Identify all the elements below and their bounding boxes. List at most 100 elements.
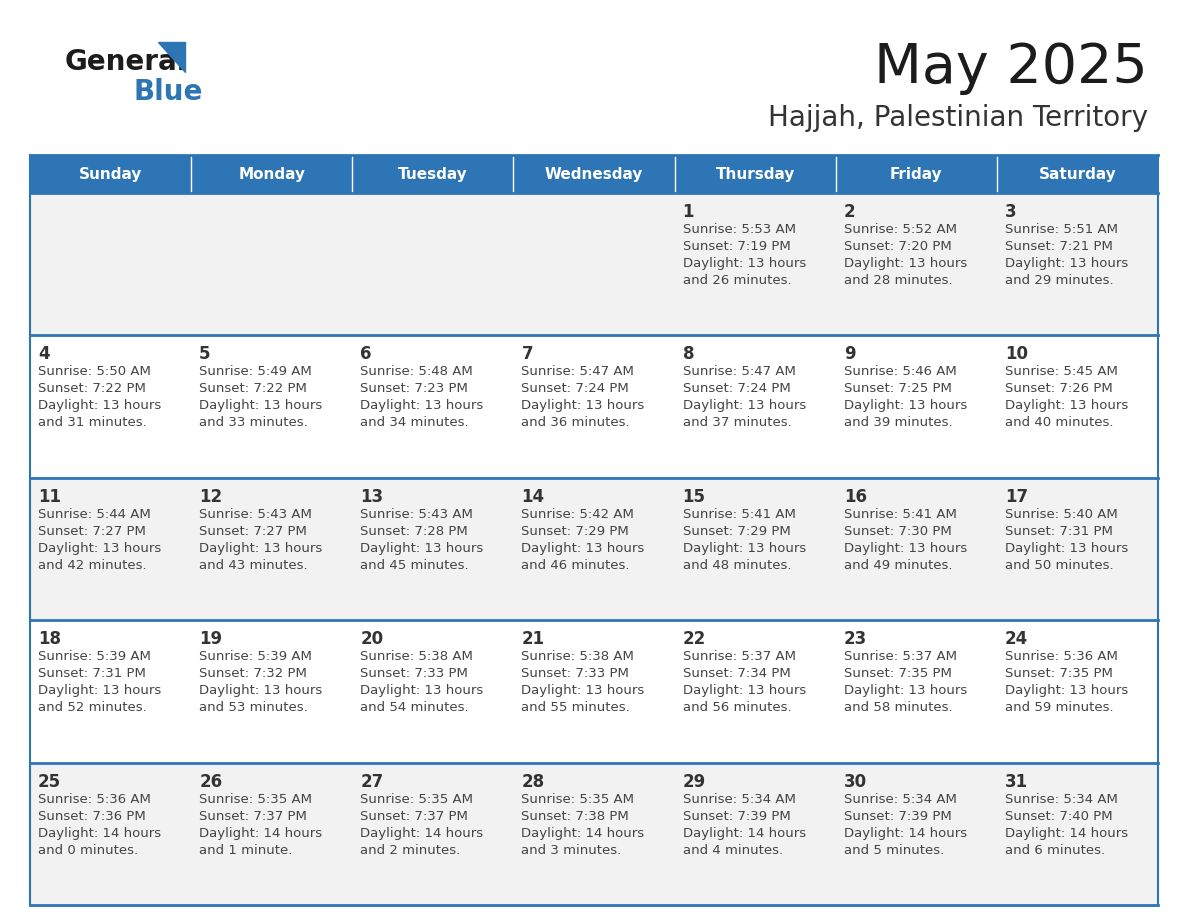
Text: Daylight: 14 hours: Daylight: 14 hours	[200, 826, 322, 840]
Text: Friday: Friday	[890, 166, 942, 182]
Text: 24: 24	[1005, 630, 1028, 648]
Text: 29: 29	[683, 773, 706, 790]
Text: 4: 4	[38, 345, 50, 364]
Text: and 3 minutes.: and 3 minutes.	[522, 844, 621, 856]
Text: 15: 15	[683, 487, 706, 506]
Bar	[675, 155, 835, 193]
Bar	[191, 621, 353, 763]
Text: Sunrise: 5:43 AM: Sunrise: 5:43 AM	[360, 508, 473, 521]
Bar	[30, 621, 191, 763]
Text: 14: 14	[522, 487, 544, 506]
Bar	[835, 763, 997, 905]
Text: and 55 minutes.: and 55 minutes.	[522, 701, 630, 714]
Text: Daylight: 13 hours: Daylight: 13 hours	[683, 542, 805, 554]
Bar	[191, 335, 353, 477]
Text: Daylight: 13 hours: Daylight: 13 hours	[360, 399, 484, 412]
Text: 1: 1	[683, 203, 694, 221]
Bar	[675, 477, 835, 621]
Text: Daylight: 14 hours: Daylight: 14 hours	[1005, 826, 1127, 840]
Text: Daylight: 13 hours: Daylight: 13 hours	[522, 684, 645, 697]
Text: Daylight: 13 hours: Daylight: 13 hours	[200, 399, 322, 412]
Text: Sunset: 7:35 PM: Sunset: 7:35 PM	[843, 667, 952, 680]
Text: Sunset: 7:25 PM: Sunset: 7:25 PM	[843, 383, 952, 396]
Polygon shape	[158, 42, 185, 72]
Text: 23: 23	[843, 630, 867, 648]
Text: Sunset: 7:27 PM: Sunset: 7:27 PM	[200, 525, 307, 538]
Text: Daylight: 14 hours: Daylight: 14 hours	[683, 826, 805, 840]
Bar	[191, 763, 353, 905]
Text: and 6 minutes.: and 6 minutes.	[1005, 844, 1105, 856]
Text: Daylight: 13 hours: Daylight: 13 hours	[522, 399, 645, 412]
Bar	[353, 477, 513, 621]
Text: Daylight: 13 hours: Daylight: 13 hours	[1005, 257, 1129, 270]
Text: Daylight: 13 hours: Daylight: 13 hours	[38, 542, 162, 554]
Text: and 58 minutes.: and 58 minutes.	[843, 701, 953, 714]
Text: 9: 9	[843, 345, 855, 364]
Text: and 29 minutes.: and 29 minutes.	[1005, 274, 1113, 287]
Text: and 59 minutes.: and 59 minutes.	[1005, 701, 1113, 714]
Text: Wednesday: Wednesday	[545, 166, 643, 182]
Text: Daylight: 14 hours: Daylight: 14 hours	[843, 826, 967, 840]
Bar	[513, 335, 675, 477]
Text: Daylight: 13 hours: Daylight: 13 hours	[1005, 399, 1129, 412]
Text: and 33 minutes.: and 33 minutes.	[200, 417, 308, 430]
Text: May 2025: May 2025	[874, 41, 1148, 95]
Bar	[30, 477, 191, 621]
Text: and 28 minutes.: and 28 minutes.	[843, 274, 953, 287]
Text: 27: 27	[360, 773, 384, 790]
Text: 6: 6	[360, 345, 372, 364]
Text: and 31 minutes.: and 31 minutes.	[38, 417, 147, 430]
Text: Sunrise: 5:53 AM: Sunrise: 5:53 AM	[683, 223, 796, 236]
Text: Sunrise: 5:47 AM: Sunrise: 5:47 AM	[522, 365, 634, 378]
Text: 30: 30	[843, 773, 867, 790]
Text: and 1 minute.: and 1 minute.	[200, 844, 292, 856]
Text: Daylight: 13 hours: Daylight: 13 hours	[843, 257, 967, 270]
Text: Hajjah, Palestinian Territory: Hajjah, Palestinian Territory	[767, 104, 1148, 132]
Text: Sunset: 7:33 PM: Sunset: 7:33 PM	[522, 667, 630, 680]
Text: Sunset: 7:37 PM: Sunset: 7:37 PM	[360, 810, 468, 823]
Text: Sunrise: 5:36 AM: Sunrise: 5:36 AM	[1005, 650, 1118, 663]
Text: and 40 minutes.: and 40 minutes.	[1005, 417, 1113, 430]
Bar	[30, 763, 191, 905]
Bar	[513, 477, 675, 621]
Bar	[513, 193, 675, 335]
Text: Sunrise: 5:48 AM: Sunrise: 5:48 AM	[360, 365, 473, 378]
Text: Daylight: 14 hours: Daylight: 14 hours	[38, 826, 162, 840]
Bar	[30, 155, 191, 193]
Bar	[997, 477, 1158, 621]
Text: Sunset: 7:31 PM: Sunset: 7:31 PM	[38, 667, 146, 680]
Bar	[675, 621, 835, 763]
Bar	[191, 477, 353, 621]
Text: Sunset: 7:38 PM: Sunset: 7:38 PM	[522, 810, 630, 823]
Text: Sunset: 7:36 PM: Sunset: 7:36 PM	[38, 810, 146, 823]
Bar	[353, 155, 513, 193]
Text: Sunrise: 5:47 AM: Sunrise: 5:47 AM	[683, 365, 796, 378]
Text: Sunset: 7:22 PM: Sunset: 7:22 PM	[200, 383, 307, 396]
Text: Sunrise: 5:38 AM: Sunrise: 5:38 AM	[522, 650, 634, 663]
Text: Daylight: 13 hours: Daylight: 13 hours	[683, 399, 805, 412]
Text: Daylight: 13 hours: Daylight: 13 hours	[843, 399, 967, 412]
Text: 12: 12	[200, 487, 222, 506]
Text: and 54 minutes.: and 54 minutes.	[360, 701, 469, 714]
Text: and 43 minutes.: and 43 minutes.	[200, 559, 308, 572]
Text: and 37 minutes.: and 37 minutes.	[683, 417, 791, 430]
Text: Sunset: 7:19 PM: Sunset: 7:19 PM	[683, 240, 790, 253]
Bar	[997, 335, 1158, 477]
Text: Sunset: 7:22 PM: Sunset: 7:22 PM	[38, 383, 146, 396]
Text: Sunset: 7:39 PM: Sunset: 7:39 PM	[843, 810, 952, 823]
Text: Sunset: 7:20 PM: Sunset: 7:20 PM	[843, 240, 952, 253]
Bar	[353, 335, 513, 477]
Bar	[513, 155, 675, 193]
Bar	[997, 155, 1158, 193]
Text: Sunset: 7:29 PM: Sunset: 7:29 PM	[683, 525, 790, 538]
Text: 18: 18	[38, 630, 61, 648]
Text: Sunset: 7:39 PM: Sunset: 7:39 PM	[683, 810, 790, 823]
Text: 25: 25	[38, 773, 61, 790]
Text: and 26 minutes.: and 26 minutes.	[683, 274, 791, 287]
Text: Sunrise: 5:39 AM: Sunrise: 5:39 AM	[38, 650, 151, 663]
Bar	[675, 193, 835, 335]
Text: 3: 3	[1005, 203, 1017, 221]
Bar	[353, 621, 513, 763]
Text: Sunrise: 5:34 AM: Sunrise: 5:34 AM	[843, 792, 956, 806]
Text: Sunrise: 5:37 AM: Sunrise: 5:37 AM	[683, 650, 796, 663]
